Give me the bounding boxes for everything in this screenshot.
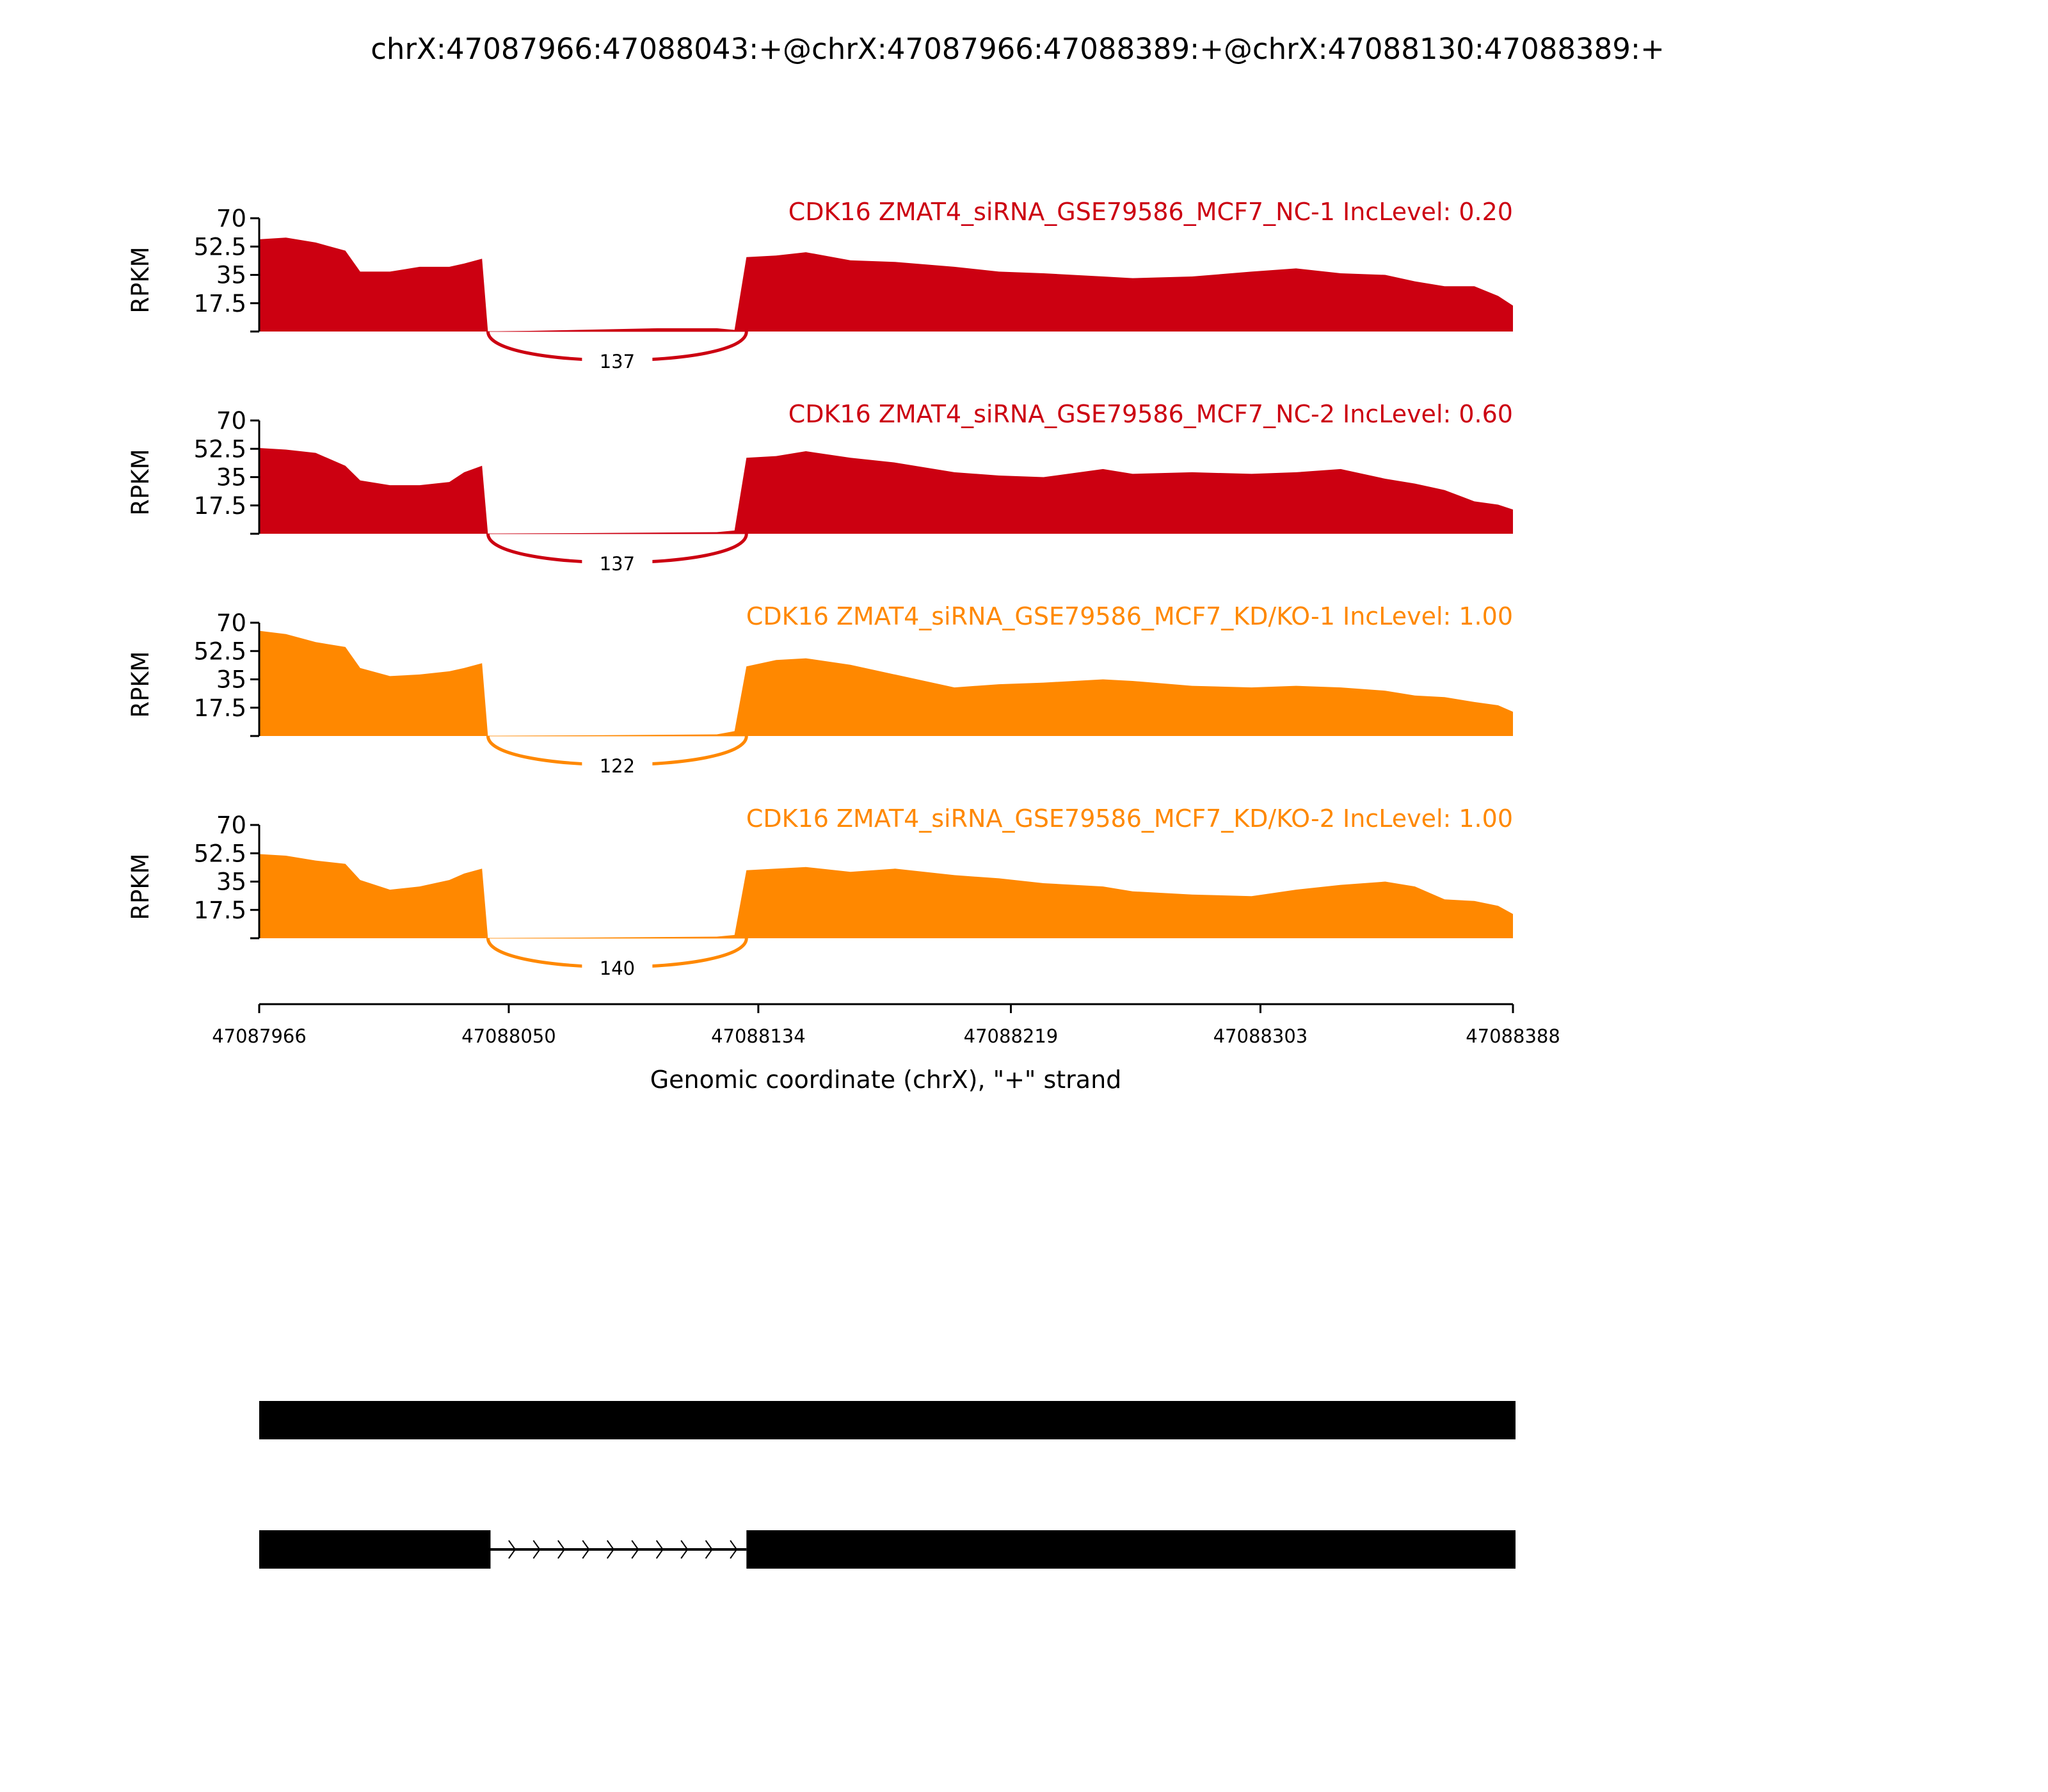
junction-label-bg — [582, 955, 653, 980]
gene-model-isoform-inclusion — [259, 1401, 1516, 1439]
strand-arrow-icon — [680, 1540, 689, 1559]
coverage-area — [259, 854, 1513, 938]
y-tick-label: 35 — [216, 666, 246, 694]
exon-block — [259, 1401, 1516, 1439]
y-tick-label: 52.5 — [194, 637, 246, 665]
y-tick-label: 17.5 — [194, 290, 246, 317]
y-tick-label: 70 — [216, 812, 246, 839]
y-axis-label: RPKM — [127, 246, 154, 313]
y-axis-label: RPKM — [127, 651, 154, 717]
y-tick-label: 17.5 — [194, 897, 246, 924]
strand-arrow-icon — [606, 1540, 614, 1559]
x-tick-label: 47088134 — [711, 1025, 806, 1047]
y-tick-label: 52.5 — [194, 233, 246, 260]
sample-label: CDK16 ZMAT4_siRNA_GSE79586_MCF7_NC-2 Inc… — [788, 400, 1513, 428]
x-tick-label: 47088388 — [1466, 1025, 1560, 1047]
strand-arrow-icon — [557, 1540, 566, 1559]
y-axis-label: RPKM — [127, 449, 154, 515]
y-tick-label: 35 — [216, 868, 246, 896]
coverage-area — [259, 237, 1513, 332]
y-tick-label: 17.5 — [194, 492, 246, 520]
sample-label: CDK16 ZMAT4_siRNA_GSE79586_MCF7_KD/KO-2 … — [746, 804, 1513, 833]
strand-arrow-icon — [730, 1540, 738, 1559]
x-tick-label: 47088303 — [1213, 1025, 1308, 1047]
x-tick-label: 47088050 — [461, 1025, 556, 1047]
y-tick-label: 70 — [216, 609, 246, 637]
y-tick-label: 70 — [216, 205, 246, 232]
sample-label: CDK16 ZMAT4_siRNA_GSE79586_MCF7_KD/KO-1 … — [746, 602, 1513, 630]
y-tick-label: 52.5 — [194, 840, 246, 867]
sample-label: CDK16 ZMAT4_siRNA_GSE79586_MCF7_NC-1 Inc… — [788, 198, 1513, 226]
gene-models — [259, 1401, 1516, 1569]
y-tick-label: 17.5 — [194, 694, 246, 722]
y-tick-label: 35 — [216, 262, 246, 289]
exon-block — [259, 1530, 491, 1569]
junction-count: 137 — [600, 553, 635, 575]
junction-count: 122 — [600, 755, 635, 777]
coverage-area — [259, 630, 1513, 736]
junction-count: 140 — [600, 957, 635, 979]
x-tick-label: 47088219 — [964, 1025, 1059, 1047]
y-axis-label: RPKM — [127, 853, 154, 920]
junction-label-bg — [582, 348, 653, 374]
junction-count: 137 — [600, 351, 635, 372]
strand-arrow-icon — [532, 1540, 541, 1559]
exon-block — [746, 1530, 1516, 1569]
strand-arrow-icon — [582, 1540, 590, 1559]
y-tick-label: 35 — [216, 464, 246, 492]
strand-arrow-icon — [508, 1540, 516, 1559]
x-axis: 47087966 47088050 47088134 47088219 47088303… — [212, 1003, 1560, 1047]
strand-arrow-icon — [705, 1540, 713, 1559]
junction-label-bg — [582, 550, 653, 576]
y-tick-label: 70 — [216, 407, 246, 435]
strand-arrow-icon — [655, 1540, 664, 1559]
x-tick-label: 47087966 — [212, 1025, 307, 1047]
x-axis-label: Genomic coordinate (chrX), "+" strand — [650, 1066, 1122, 1094]
coverage-area — [259, 448, 1513, 534]
strand-arrow-icon — [631, 1540, 639, 1559]
gene-model-isoform-skipping — [259, 1530, 1516, 1569]
junction-label-bg — [582, 753, 653, 778]
y-tick-label: 52.5 — [194, 435, 246, 463]
chart-title: chrX:47087966:47088043:+@chrX:47087966:4… — [371, 32, 1665, 66]
